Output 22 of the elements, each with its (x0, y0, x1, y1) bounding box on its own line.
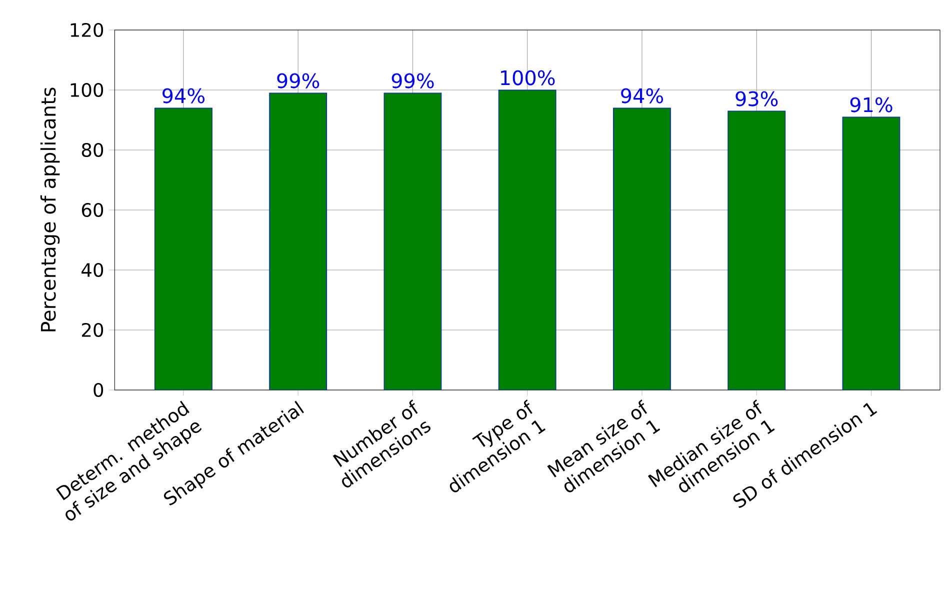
y-tick-label: 100 (70, 82, 104, 98)
y-tick-label: 0 (94, 382, 104, 398)
y-tick-label: 60 (82, 202, 104, 218)
bar (269, 92, 327, 390)
data-label: 93% (736, 91, 778, 106)
data-label: 99% (392, 73, 434, 88)
bar (842, 116, 900, 390)
data-label: 94% (162, 88, 204, 104)
bar (498, 90, 556, 390)
y-tick-label: 20 (82, 322, 104, 338)
y-tick-label: 120 (70, 22, 104, 38)
bar (728, 110, 786, 390)
data-label: 91% (850, 97, 892, 112)
bar (613, 108, 671, 390)
data-label: 94% (621, 88, 664, 104)
y-tick-label: 40 (82, 262, 104, 278)
bar (384, 92, 442, 390)
data-label: 100% (501, 70, 555, 86)
bar (154, 108, 212, 390)
data-label: 99% (277, 73, 320, 88)
y-tick-label: 80 (82, 142, 104, 158)
y-axis-title: Percentage of applicants (40, 88, 60, 332)
